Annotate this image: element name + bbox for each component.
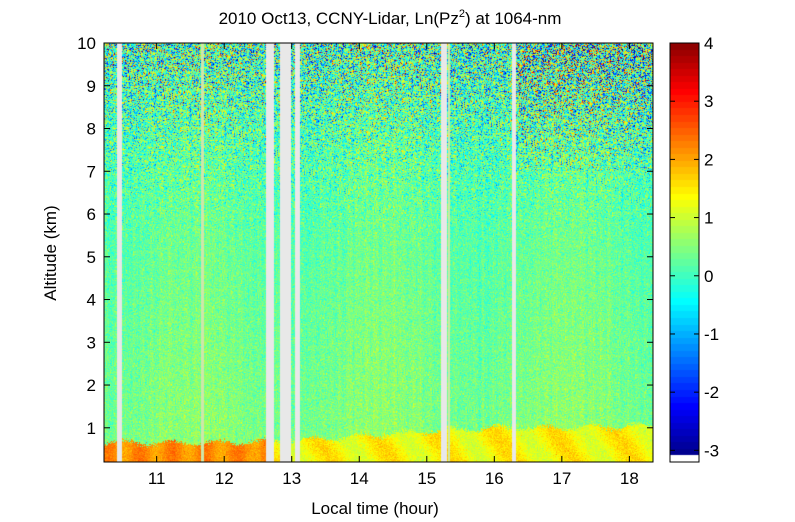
x-tick-label: 13 bbox=[282, 469, 301, 488]
y-tick-label: 5 bbox=[87, 248, 96, 267]
plot-frame bbox=[103, 42, 654, 463]
y-axis-ticks: 1 2 3 4 5 6 7 8 9 10 bbox=[77, 34, 653, 438]
colorbar-tick-label: -1 bbox=[704, 325, 719, 344]
chart-title-superscript: 2 bbox=[459, 8, 465, 20]
colorbar-tick-label: 0 bbox=[704, 267, 713, 286]
colorbar-tick-label: 2 bbox=[704, 150, 713, 169]
x-tick-label: 18 bbox=[620, 469, 639, 488]
colorbar-tick-label: 1 bbox=[704, 209, 713, 228]
colorbar-ticks: -3 -2 -1 0 1 2 3 4 bbox=[670, 34, 719, 460]
y-tick-label: 10 bbox=[77, 34, 96, 53]
y-tick-label: 7 bbox=[87, 162, 96, 181]
x-tick-label: 16 bbox=[485, 469, 504, 488]
colorbar-tick-label: -2 bbox=[704, 383, 719, 402]
y-axis-label: Altitude (km) bbox=[41, 205, 60, 300]
x-tick-label: 17 bbox=[552, 469, 571, 488]
x-tick-label: 14 bbox=[350, 469, 369, 488]
y-tick-label: 8 bbox=[87, 120, 96, 139]
y-tick-label: 1 bbox=[87, 419, 96, 438]
x-tick-label: 11 bbox=[148, 469, 166, 488]
heatmap-image bbox=[104, 43, 653, 462]
colorbar-tick-label: 4 bbox=[704, 34, 713, 53]
y-tick-label: 9 bbox=[87, 77, 96, 96]
y-tick-label: 4 bbox=[87, 291, 96, 310]
colorbar-tick-label: 3 bbox=[704, 92, 713, 111]
x-tick-label: 12 bbox=[215, 469, 234, 488]
x-tick-label: 15 bbox=[417, 469, 436, 488]
colorbar-tick-label: -3 bbox=[704, 441, 719, 460]
y-tick-label: 2 bbox=[87, 376, 96, 395]
y-tick-label: 6 bbox=[87, 205, 96, 224]
x-axis-ticks: 11 12 13 14 15 16 17 18 bbox=[148, 43, 639, 488]
colorbar-frame bbox=[669, 42, 700, 463]
y-tick-label: 3 bbox=[87, 333, 96, 352]
x-axis-label: Local time (hour) bbox=[311, 499, 439, 518]
colorbar-image bbox=[670, 43, 699, 462]
chart-title: 2010 Oct13, CCNY-Lidar, Ln(Pz2) at 1064-… bbox=[219, 8, 562, 28]
